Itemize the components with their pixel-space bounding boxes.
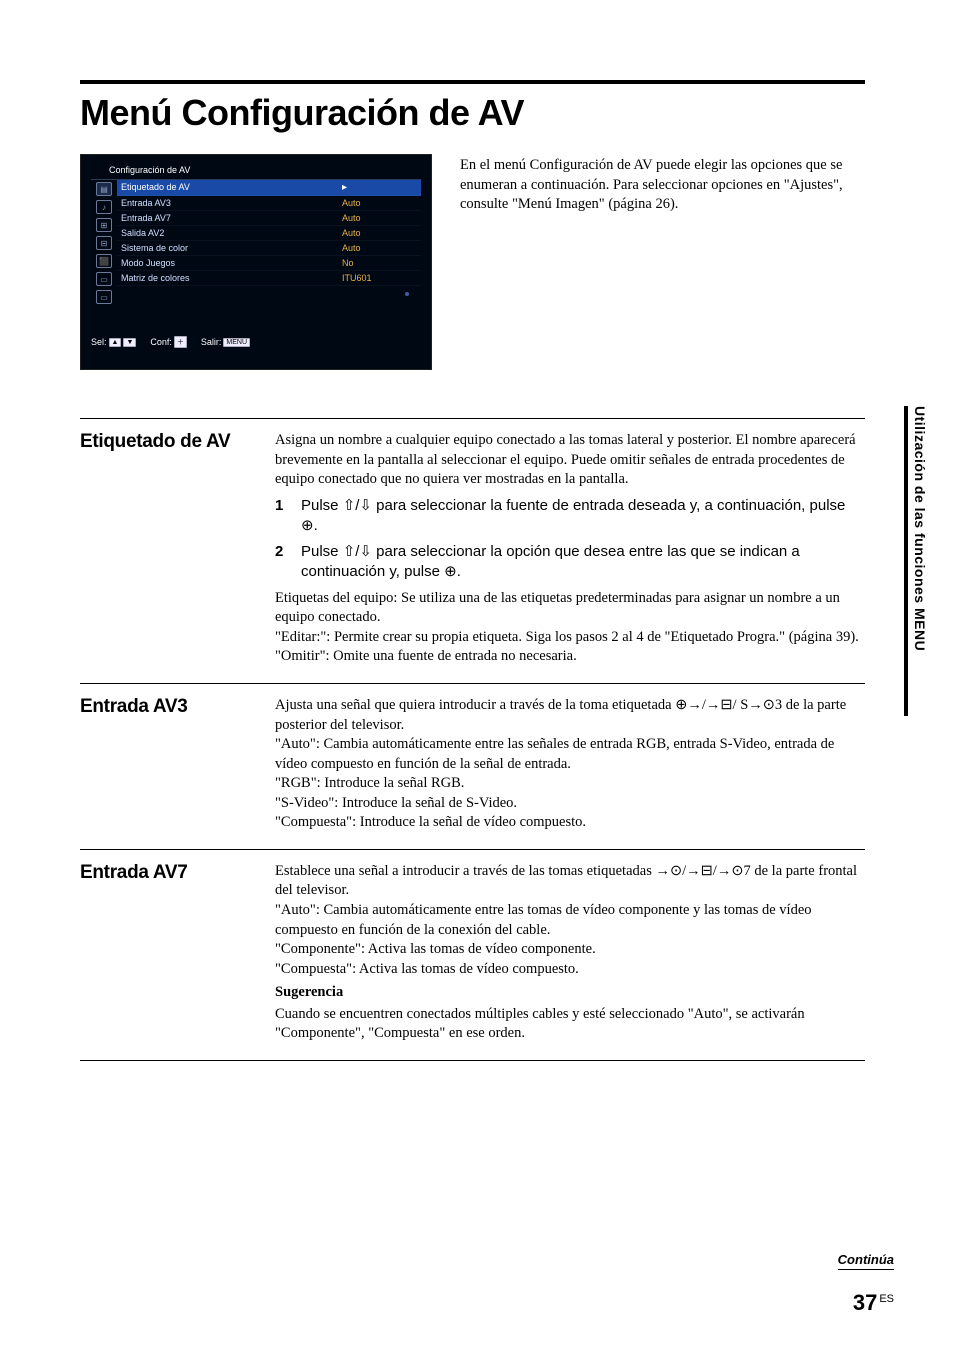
key-icon: ＋ [174, 336, 187, 348]
sidebar-icon: ⬛ [96, 254, 112, 268]
page-number: 37ES [838, 1290, 894, 1316]
menu-row-label: Sistema de color [121, 243, 342, 253]
menu-row-label: Entrada AV7 [121, 213, 342, 223]
page-number-value: 37 [853, 1290, 877, 1315]
menu-row-label: Entrada AV3 [121, 198, 342, 208]
footer-sel: Sel: ▲▼ [91, 337, 136, 347]
body-line: "Compuesta": Activa las tomas de vídeo c… [275, 960, 865, 980]
tv-menu-screenshot: Configuración de AV ▤ ♪ ⊞ ⊟ ⬛ ▭ ▭ Etique… [80, 154, 432, 370]
section-etiquetado: Etiquetado de AV Asigna un nombre a cual… [80, 418, 865, 683]
step-text: Pulse ⇧/⇩ para seleccionar la opción que… [301, 542, 865, 583]
section-title: Etiquetado de AV [80, 431, 275, 667]
side-tab-text: Utilización de las funciones MENU [912, 406, 928, 651]
menu-dotted-row [117, 286, 421, 302]
step-number: 2 [275, 542, 291, 583]
menu-row-value: Auto [342, 198, 417, 208]
body-line: "S-Video": Introduce la señal de S-Video… [275, 794, 865, 814]
menu-row-value: Auto [342, 243, 417, 253]
continua-label: Continúa [838, 1252, 894, 1270]
screenshot-rows: Etiquetado de AV ▸ Entrada AV3 Auto Entr… [117, 180, 421, 330]
step-1: 1 Pulse ⇧/⇩ para seleccionar la fuente d… [275, 496, 865, 537]
footer-sel-label: Sel: [91, 337, 107, 347]
footer-salir-label: Salir: [201, 337, 222, 347]
menu-row-label: Matriz de colores [121, 273, 342, 283]
sections: Etiquetado de AV Asigna un nombre a cual… [80, 418, 865, 1061]
footer-conf: Conf: ＋ [150, 336, 187, 348]
menu-row: Entrada AV3 Auto [117, 196, 421, 211]
sidebar-icon: ⊟ [96, 236, 112, 250]
menu-row: Salida AV2 Auto [117, 226, 421, 241]
body-line: "RGB": Introduce la señal RGB. [275, 774, 865, 794]
menu-row: Entrada AV7 Auto [117, 211, 421, 226]
menu-row: Modo Juegos No [117, 256, 421, 271]
menu-row-label: Salida AV2 [121, 228, 342, 238]
menu-row-value: Auto [342, 213, 417, 223]
menu-row-value: No [342, 258, 417, 268]
body-line: "Componente": Activa las tomas de vídeo … [275, 940, 865, 960]
menu-row-value: ITU601 [342, 273, 417, 283]
page-title: Menú Configuración de AV [80, 92, 865, 134]
sugerencia-text: Cuando se encuentren conectados múltiple… [275, 1005, 865, 1044]
sidebar-icon: ♪ [96, 200, 112, 214]
menu-row: Etiquetado de AV ▸ [117, 180, 421, 196]
screenshot-icon-column: ▤ ♪ ⊞ ⊟ ⬛ ▭ ▭ [91, 180, 117, 330]
side-tab: Utilización de las funciones MENU [904, 406, 928, 716]
menu-row: Sistema de color Auto [117, 241, 421, 256]
menu-row-arrow: ▸ [342, 182, 417, 193]
page-content: Menú Configuración de AV Configuración d… [80, 80, 865, 1061]
section-entrada-av3: Entrada AV3 Ajusta una señal que quiera … [80, 683, 865, 849]
footer-conf-label: Conf: [150, 337, 172, 347]
side-tab-strip [904, 406, 908, 716]
step-after: Etiquetas del equipo: Se utiliza una de … [275, 589, 865, 667]
top-row: Configuración de AV ▤ ♪ ⊞ ⊟ ⬛ ▭ ▭ Etique… [80, 154, 865, 370]
step-text: Pulse ⇧/⇩ para seleccionar la fuente de … [301, 496, 865, 537]
page-footer: Continúa 37ES [838, 1251, 894, 1316]
menu-row: Matriz de colores ITU601 [117, 271, 421, 286]
key-icon: MENU [223, 338, 250, 347]
section-body: Asigna un nombre a cualquier equipo cone… [275, 431, 865, 667]
page-lang: ES [879, 1293, 894, 1305]
menu-row-value: Auto [342, 228, 417, 238]
step-2: 2 Pulse ⇧/⇩ para seleccionar la opción q… [275, 542, 865, 583]
body-line: Ajusta una señal que quiera introducir a… [275, 696, 865, 735]
sugerencia-label: Sugerencia [275, 983, 865, 1003]
body-line: "Compuesta": Introduce la señal de vídeo… [275, 813, 865, 833]
after-line: Etiquetas del equipo: Se utiliza una de … [275, 589, 865, 628]
intro-text: En el menú Configuración de AV puede ele… [460, 154, 865, 370]
body-line: "Auto": Cambia automáticamente entre las… [275, 735, 865, 774]
section-title: Entrada AV7 [80, 862, 275, 1044]
section-body: Establece una señal a introducir a travé… [275, 862, 865, 1044]
sidebar-icon: ▭ [96, 272, 112, 286]
screenshot-body: ▤ ♪ ⊞ ⊟ ⬛ ▭ ▭ Etiquetado de AV ▸ Entrada… [91, 180, 421, 330]
sidebar-icon: ▤ [96, 182, 112, 196]
step-number: 1 [275, 496, 291, 537]
key-icon: ▲ [109, 338, 122, 347]
key-icon: ▼ [123, 338, 136, 347]
section-title: Entrada AV3 [80, 696, 275, 833]
section-body: Ajusta una señal que quiera introducir a… [275, 696, 865, 833]
footer-salir: Salir: MENU [201, 337, 250, 347]
screenshot-footer: Sel: ▲▼ Conf: ＋ Salir: MENU [91, 330, 421, 348]
section-intro: Asigna un nombre a cualquier equipo cone… [275, 431, 865, 490]
menu-row-label: Etiquetado de AV [121, 182, 342, 193]
sidebar-icon: ▭ [96, 290, 112, 304]
sidebar-icon: ⊞ [96, 218, 112, 232]
after-line: "Omitir": Omite una fuente de entrada no… [275, 647, 865, 667]
screenshot-header: Configuración de AV [91, 163, 421, 180]
step-list: 1 Pulse ⇧/⇩ para seleccionar la fuente d… [275, 496, 865, 583]
after-line: "Editar:": Permite crear su propia etiqu… [275, 628, 865, 648]
body-line: "Auto": Cambia automáticamente entre las… [275, 901, 865, 940]
menu-row-label: Modo Juegos [121, 258, 342, 268]
body-line: Establece una señal a introducir a travé… [275, 862, 865, 901]
section-entrada-av7: Entrada AV7 Establece una señal a introd… [80, 849, 865, 1061]
title-bar: Menú Configuración de AV [80, 80, 865, 134]
